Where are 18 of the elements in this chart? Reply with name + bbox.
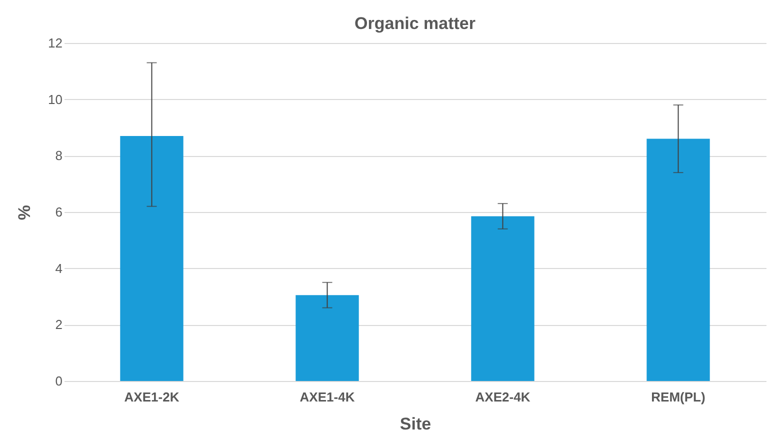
y-tick-label: 0 (55, 374, 62, 388)
x-tick-label: AXE2-4K (475, 390, 531, 404)
y-tick-label: 6 (55, 204, 62, 220)
x-axis-title: Site (400, 414, 432, 434)
y-tick-label: 4 (55, 260, 62, 276)
bar (471, 216, 534, 381)
chart-title: Organic matter (354, 14, 476, 33)
y-axis-title: % (15, 204, 34, 220)
x-tick-label: AXE1-4K (300, 390, 356, 404)
bar (120, 136, 184, 381)
x-tick-label: REM(PL) (651, 390, 706, 404)
y-tick-label: 10 (48, 92, 62, 107)
bar (646, 138, 710, 381)
y-tick-label: 2 (55, 317, 62, 332)
y-tick-label: 12 (48, 36, 62, 50)
bar (296, 295, 359, 381)
y-tick-label: 8 (55, 148, 62, 164)
x-tick-label: AXE1-2K (124, 390, 180, 404)
